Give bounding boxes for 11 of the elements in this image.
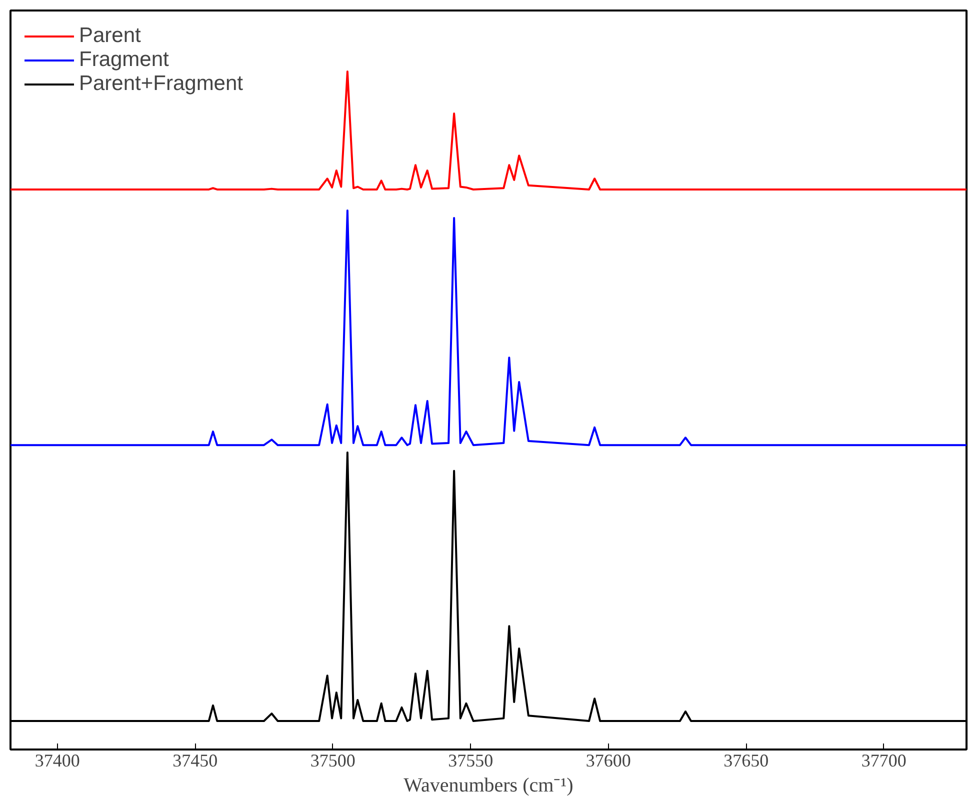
x-tick-label: 37450 [172,750,218,770]
x-tick-label: 37550 [448,750,494,770]
x-tick-label: 37500 [310,750,356,770]
legend-label: Fragment [79,48,169,72]
x-tick-label: 37700 [861,750,906,770]
legend-label: Parent [79,24,141,48]
x-tick-label: 37600 [586,750,631,770]
x-axis-title: Wavenumbers (cm⁻¹) [404,774,574,796]
legend-label: Parent+Fragment [79,72,244,96]
x-tick-label: 37400 [34,750,80,770]
x-tick-label: 37650 [724,750,769,770]
